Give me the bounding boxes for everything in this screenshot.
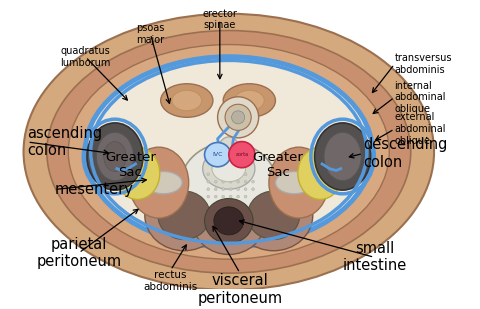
Ellipse shape xyxy=(203,148,255,189)
Circle shape xyxy=(252,180,254,183)
Ellipse shape xyxy=(248,191,300,239)
Circle shape xyxy=(215,173,217,176)
Ellipse shape xyxy=(223,84,276,117)
Ellipse shape xyxy=(158,191,210,239)
Text: mesentery: mesentery xyxy=(54,182,133,197)
Ellipse shape xyxy=(324,132,361,181)
Ellipse shape xyxy=(269,147,329,218)
Ellipse shape xyxy=(47,31,411,273)
Ellipse shape xyxy=(129,147,189,218)
Circle shape xyxy=(225,104,251,130)
Ellipse shape xyxy=(204,198,253,243)
Ellipse shape xyxy=(145,171,182,194)
Text: visceral
peritoneum: visceral peritoneum xyxy=(197,273,283,306)
Text: aorta: aorta xyxy=(235,152,249,157)
Text: ascending
colon: ascending colon xyxy=(27,126,102,158)
Circle shape xyxy=(229,142,255,168)
Circle shape xyxy=(237,180,240,183)
Circle shape xyxy=(222,188,225,191)
Ellipse shape xyxy=(87,123,143,190)
Circle shape xyxy=(229,173,232,176)
Ellipse shape xyxy=(204,142,231,167)
Ellipse shape xyxy=(84,56,373,248)
Circle shape xyxy=(252,188,254,191)
Circle shape xyxy=(231,111,245,124)
Text: parietal
peritoneum: parietal peritoneum xyxy=(36,237,121,269)
Text: Greater
Sac: Greater Sac xyxy=(252,151,303,179)
Ellipse shape xyxy=(96,132,133,181)
Circle shape xyxy=(229,188,232,191)
Ellipse shape xyxy=(276,171,313,194)
Text: internal
abdominal
oblique: internal abdominal oblique xyxy=(395,81,446,114)
Circle shape xyxy=(222,195,225,198)
Ellipse shape xyxy=(234,90,264,111)
Circle shape xyxy=(237,195,240,198)
Ellipse shape xyxy=(180,142,277,228)
Circle shape xyxy=(215,180,217,183)
Text: IVC: IVC xyxy=(212,152,223,157)
Ellipse shape xyxy=(68,44,389,259)
Ellipse shape xyxy=(145,180,223,251)
Circle shape xyxy=(222,173,225,176)
Text: descending
colon: descending colon xyxy=(363,137,447,170)
Circle shape xyxy=(215,195,217,198)
Ellipse shape xyxy=(24,14,434,290)
Ellipse shape xyxy=(172,90,202,111)
Circle shape xyxy=(207,173,210,176)
Text: rectus
abdominis: rectus abdominis xyxy=(144,270,198,292)
Circle shape xyxy=(222,180,225,183)
Circle shape xyxy=(229,180,232,183)
Ellipse shape xyxy=(115,147,160,199)
Text: Greater
Sac: Greater Sac xyxy=(105,151,156,179)
Ellipse shape xyxy=(104,142,126,171)
Ellipse shape xyxy=(214,207,244,235)
Ellipse shape xyxy=(212,155,246,182)
Circle shape xyxy=(244,173,247,176)
Circle shape xyxy=(244,180,247,183)
Text: transversus
abdominis: transversus abdominis xyxy=(395,53,452,75)
Ellipse shape xyxy=(193,191,264,255)
Circle shape xyxy=(237,188,240,191)
Text: external
abdominal
oblique: external abdominal oblique xyxy=(395,112,446,146)
Ellipse shape xyxy=(161,84,213,117)
Ellipse shape xyxy=(217,137,240,167)
Circle shape xyxy=(207,188,210,191)
Ellipse shape xyxy=(314,123,371,190)
Circle shape xyxy=(207,180,210,183)
Ellipse shape xyxy=(234,180,313,251)
Ellipse shape xyxy=(298,147,343,199)
Text: small
intestine: small intestine xyxy=(342,241,407,273)
Text: quadratus
lumborum: quadratus lumborum xyxy=(60,46,111,68)
Circle shape xyxy=(244,188,247,191)
Circle shape xyxy=(215,188,217,191)
Circle shape xyxy=(237,173,240,176)
Text: erector
spinae: erector spinae xyxy=(203,9,237,30)
Circle shape xyxy=(229,195,232,198)
Circle shape xyxy=(217,97,259,138)
Circle shape xyxy=(207,195,210,198)
Circle shape xyxy=(244,195,247,198)
Text: psoas
major: psoas major xyxy=(136,23,165,44)
